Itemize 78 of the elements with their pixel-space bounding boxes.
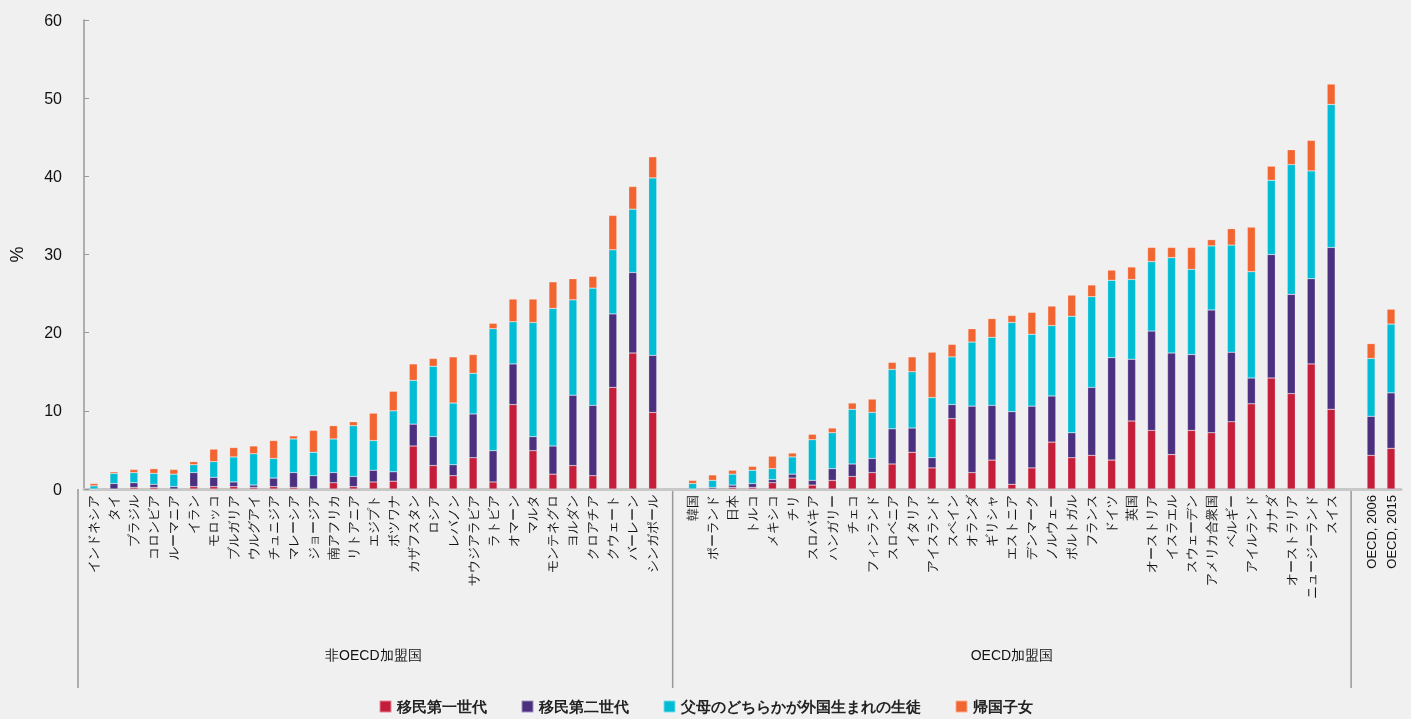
x-tick-label: ロシア: [425, 495, 441, 534]
x-tick-label: イタリア: [904, 495, 920, 547]
x-tick-label: ボツワナ: [385, 495, 401, 547]
x-tick-label: ポルトガル: [1064, 495, 1080, 560]
x-tick-label: ウルグアイ: [246, 495, 262, 560]
x-tick-label: ポーランド: [705, 495, 721, 560]
x-tick-label: ニュージーランド: [1303, 495, 1319, 599]
x-tick-label: メキシコ: [764, 495, 780, 547]
x-tick-label: カザフスタン: [405, 495, 421, 573]
y-axis-title: %: [7, 246, 27, 263]
x-tick-label: アイルランド: [1243, 495, 1259, 573]
x-tick-label: カナダ: [1263, 494, 1279, 534]
x-tick-label: モンテネグロ: [545, 495, 561, 573]
x-tick-label: フランス: [1084, 495, 1100, 547]
x-tick-label: オーストリア: [1144, 495, 1160, 573]
legend-label: 移民第二世代: [537, 698, 629, 715]
y-tick-label: 30: [44, 246, 63, 263]
y-tick-label: 10: [44, 402, 63, 420]
x-tick-label: オマーン: [505, 495, 521, 547]
x-tick-label: ベルギー: [1223, 495, 1239, 547]
x-tick-label: トルコ: [744, 495, 760, 534]
x-tick-label: クロアチア: [585, 495, 601, 560]
x-tick-label: シンガポール: [645, 495, 661, 573]
x-tick-label: サウジアラビア: [465, 495, 481, 586]
x-tick-label: マレーシア: [286, 495, 302, 560]
y-tick-label: 0: [53, 480, 63, 498]
x-tick-label: エジプト: [365, 495, 381, 547]
x-tick-label: スウェーデン: [1183, 495, 1199, 573]
x-tick-label: ドイツ: [1104, 495, 1120, 534]
x-tick-label: フィンランド: [864, 495, 880, 573]
x-tick-label: モロッコ: [206, 495, 222, 547]
x-tick-label: 南アフリカ: [325, 495, 341, 560]
x-tick-label: アメリカ合衆国: [1203, 495, 1219, 586]
y-tick-label: 40: [44, 167, 63, 185]
x-tick-label: チュニジア: [266, 495, 282, 560]
x-tick-label: 日本: [725, 495, 741, 521]
legend-label: 移民第一世代: [395, 698, 487, 715]
x-tick-label: OECD, 2006: [1363, 495, 1379, 569]
x-tick-label: デンマーク: [1024, 495, 1040, 560]
x-tick-label: リトアニア: [345, 495, 361, 560]
text: OECD加盟国: [970, 647, 1054, 663]
x-tick-label: クウェート: [605, 495, 621, 560]
x-tick-label: スイス: [1323, 495, 1339, 534]
y-tick-label: 60: [44, 11, 63, 29]
x-tick-label: インドネシア: [86, 495, 102, 573]
x-tick-label: タイ: [106, 495, 122, 521]
x-tick-label: ラトビア: [485, 495, 501, 547]
x-tick-label: オランダ: [964, 494, 980, 547]
x-tick-label: ブルガリア: [226, 495, 242, 560]
x-tick-label: エストニア: [1004, 495, 1020, 560]
x-tick-label: チリ: [784, 495, 800, 521]
x-tick-label: スロバキア: [804, 495, 820, 560]
x-tick-label: ジョージア: [305, 495, 321, 560]
x-tick-label: イスラエル: [1164, 495, 1180, 560]
x-tick-label: ヨルダン: [565, 495, 581, 547]
y-tick-label: 50: [44, 89, 63, 107]
x-tick-label: ノルウェー: [1044, 495, 1060, 560]
x-tick-label: チェコ: [844, 495, 860, 534]
y-tick-label: 20: [44, 324, 63, 342]
x-tick-label: バーレーン: [625, 495, 641, 561]
x-tick-label: ルーマニア: [166, 495, 182, 560]
x-tick-label: 英国: [1124, 495, 1140, 521]
x-tick-label: スロベニア: [884, 495, 900, 560]
x-tick-label: 韓国: [685, 495, 701, 521]
text: 非OECD加盟国: [325, 647, 422, 663]
x-tick-label: オーストラリア: [1283, 495, 1299, 586]
x-tick-label: ギリシャ: [984, 495, 1000, 547]
legend-label: 父母のどちらかが外国生まれの生徒: [679, 698, 921, 715]
legend-label: 帰国子女: [971, 698, 1033, 715]
x-tick-label: マルタ: [525, 495, 541, 534]
x-tick-label: ハンガリー: [824, 495, 840, 561]
x-tick-label: アイスランド: [924, 495, 940, 573]
x-tick-label: スペイン: [944, 495, 960, 547]
x-tick-label: ブラジル: [126, 495, 142, 547]
x-tick-label: コロンビア: [146, 495, 162, 560]
x-tick-label: イラン: [186, 495, 202, 534]
x-tick-label: OECD, 2015: [1383, 495, 1399, 569]
x-tick-label: レバノン: [445, 495, 461, 547]
